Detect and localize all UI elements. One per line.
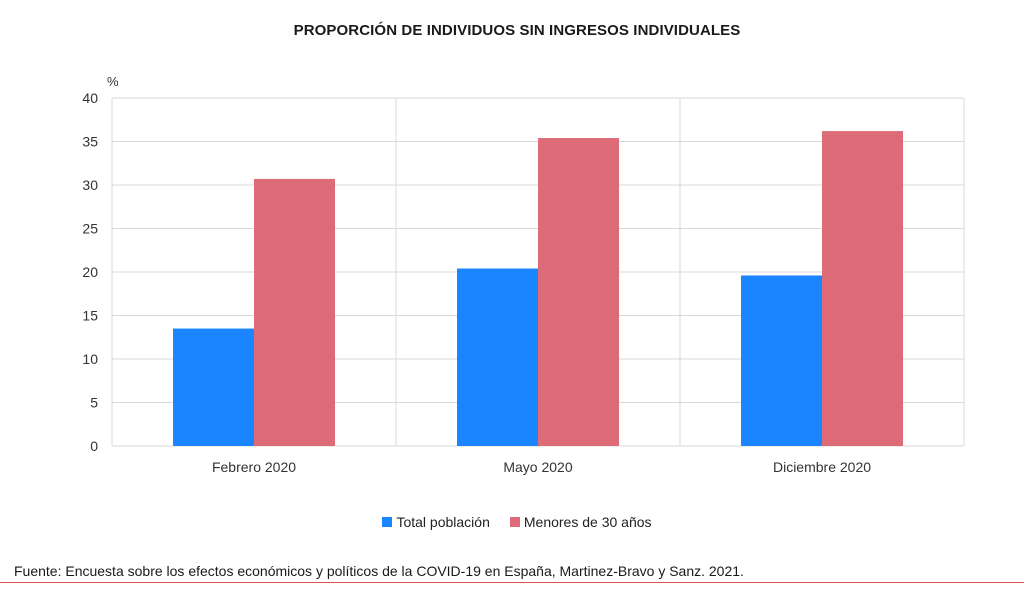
bar-total — [457, 268, 538, 446]
bar-total — [741, 275, 822, 446]
y-tick-label: 5 — [90, 395, 98, 411]
y-tick-label: 20 — [82, 264, 98, 280]
legend-swatch-total — [382, 517, 393, 527]
y-unit-label: % — [107, 74, 119, 89]
y-tick-label: 15 — [82, 308, 98, 324]
y-tick-label: 25 — [82, 221, 98, 237]
chart-title: PROPORCIÓN DE INDIVIDUOS SIN INGRESOS IN… — [293, 22, 741, 39]
legend-item-total: Total población — [382, 514, 490, 530]
legend: Total población Menores de 30 años — [0, 514, 1024, 530]
y-tick-label: 30 — [82, 177, 98, 193]
legend-item-menores: Menores de 30 años — [509, 514, 652, 530]
bar-menores — [822, 131, 903, 446]
bar-menores — [254, 178, 335, 446]
x-category-label: Diciembre 2020 — [773, 459, 871, 475]
y-tick-label: 35 — [82, 134, 98, 150]
bar-menores — [538, 138, 619, 446]
source-note: Fuente: Encuesta sobre los efectos econó… — [14, 563, 744, 579]
y-tick-label: 40 — [82, 90, 98, 106]
legend-label-menores: Menores de 30 años — [523, 514, 652, 530]
y-tick-label: 0 — [90, 438, 98, 454]
bar-total — [173, 328, 254, 446]
legend-swatch-menores — [509, 517, 520, 527]
x-category-label: Mayo 2020 — [503, 459, 572, 475]
legend-label-total: Total población — [396, 514, 490, 530]
y-tick-label: 10 — [82, 351, 98, 367]
footer-rule — [0, 582, 1024, 583]
x-category-label: Febrero 2020 — [212, 459, 296, 475]
